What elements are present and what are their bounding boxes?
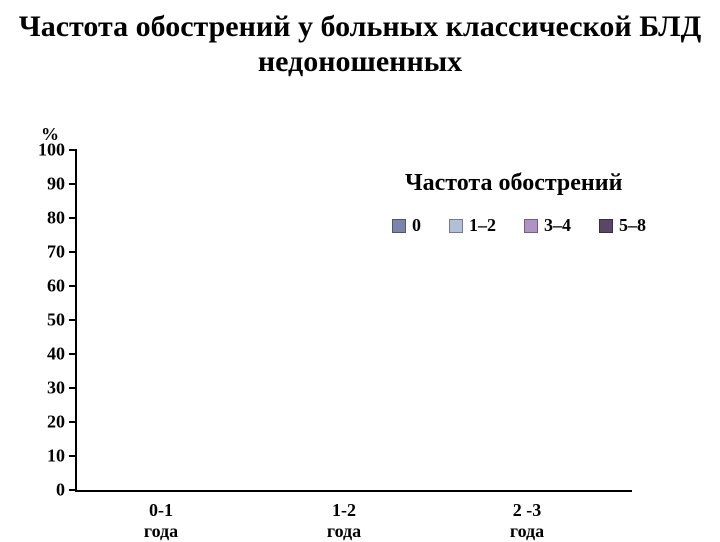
y-tick bbox=[69, 285, 77, 287]
y-tick bbox=[69, 149, 77, 151]
legend-item: 1–2 bbox=[449, 215, 496, 236]
plot-area bbox=[75, 150, 632, 492]
legend-item: 5–8 bbox=[599, 215, 646, 236]
y-tick bbox=[69, 353, 77, 355]
y-tick bbox=[69, 455, 77, 457]
y-tick bbox=[69, 251, 77, 253]
legend-swatch bbox=[392, 219, 406, 233]
legend-label: 5–8 bbox=[619, 215, 646, 236]
legend-label: 0 bbox=[412, 215, 421, 236]
legend-swatch bbox=[599, 219, 613, 233]
y-tick-label: 10 bbox=[15, 446, 65, 467]
legend-item: 3–4 bbox=[524, 215, 571, 236]
y-tick-label: 80 bbox=[15, 208, 65, 229]
y-tick-label: 50 bbox=[15, 310, 65, 331]
y-tick-label: 40 bbox=[15, 344, 65, 365]
y-tick-label: 70 bbox=[15, 242, 65, 263]
x-tick-label: 1-2 года bbox=[327, 500, 361, 542]
y-tick bbox=[69, 421, 77, 423]
legend-label: 1–2 bbox=[469, 215, 496, 236]
legend: 0 1–2 3–4 5–8 bbox=[392, 215, 646, 236]
y-tick bbox=[69, 217, 77, 219]
y-tick-label: 100 bbox=[15, 140, 65, 161]
x-tick-label: 0-1 года bbox=[144, 500, 178, 542]
y-tick bbox=[69, 489, 77, 491]
x-tick-label: 2 -3 года bbox=[510, 500, 544, 542]
y-tick bbox=[69, 183, 77, 185]
legend-swatch bbox=[524, 219, 538, 233]
legend-swatch bbox=[449, 219, 463, 233]
y-tick-label: 30 bbox=[15, 378, 65, 399]
y-tick bbox=[69, 387, 77, 389]
y-tick bbox=[69, 319, 77, 321]
chart-title: Частота обострений у больных классическо… bbox=[0, 10, 720, 79]
y-tick-label: 90 bbox=[15, 174, 65, 195]
y-tick-label: 60 bbox=[15, 276, 65, 297]
y-tick-label: 0 bbox=[15, 480, 65, 501]
y-tick-label: 20 bbox=[15, 412, 65, 433]
legend-item: 0 bbox=[392, 215, 421, 236]
legend-label: 3–4 bbox=[544, 215, 571, 236]
